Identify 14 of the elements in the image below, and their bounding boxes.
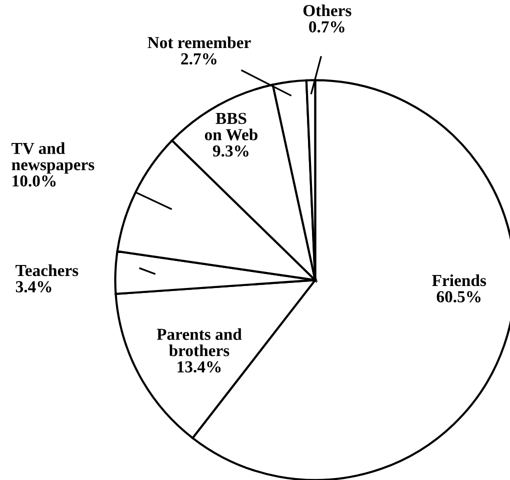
legend-label: BBS on Web <box>204 112 258 140</box>
data-label: 10.0% <box>12 175 56 187</box>
data-label: 9.3% <box>212 145 248 157</box>
data-label: 13.4% <box>178 361 221 373</box>
data-label: 2.7% <box>181 53 216 65</box>
data-label: 3.4% <box>16 281 52 292</box>
slice-label: Others <box>303 4 352 16</box>
data-label: 0.7% <box>309 21 344 33</box>
slice-label: Friends <box>432 274 486 286</box>
slice-label: Teachers <box>16 264 78 276</box>
slice-label: Not remember <box>148 36 251 48</box>
slice-label: Parents and brothers <box>156 328 242 356</box>
slice-label: TV and newspapers <box>12 142 94 174</box>
data-label: 60.5% <box>436 291 480 302</box>
